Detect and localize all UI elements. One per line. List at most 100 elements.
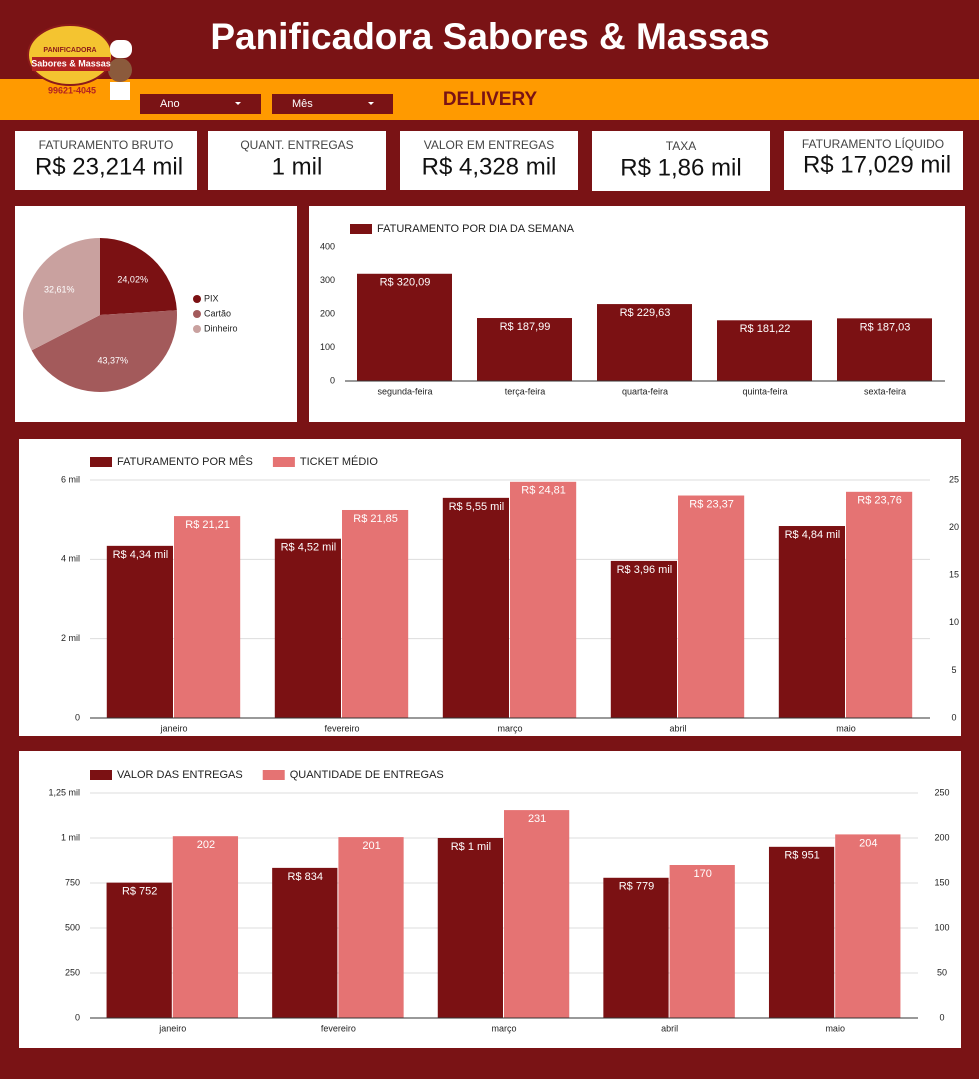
kpi-value: R$ 23,214 mil — [35, 153, 183, 180]
kpi-value: R$ 1,86 mil — [620, 154, 741, 181]
kpi-card — [784, 131, 963, 190]
bar — [846, 491, 913, 718]
pie-label: 32,61% — [44, 285, 75, 295]
pie-slice — [100, 238, 177, 315]
bar — [357, 273, 452, 381]
bar — [835, 834, 901, 1018]
legend-swatch — [262, 770, 285, 780]
y-tick-label: 300 — [320, 275, 335, 285]
bar — [274, 538, 341, 718]
y-tick-label: 250 — [65, 967, 80, 977]
value-label: R$ 187,03 — [860, 321, 911, 333]
bar — [272, 867, 338, 1018]
bar — [172, 836, 239, 1018]
value-label: 202 — [197, 839, 215, 851]
legend-swatch — [272, 457, 295, 467]
dropdown-arrow — [368, 102, 374, 105]
value-label: 201 — [362, 840, 380, 852]
filter-label[interactable]: Ano — [160, 98, 180, 110]
y2-tick-label: 250 — [934, 787, 949, 797]
y-tick-label: 750 — [65, 877, 80, 887]
bar — [437, 838, 503, 1018]
y2-tick-label: 25 — [949, 474, 959, 484]
y2-tick-label: 0 — [939, 1012, 944, 1022]
logo-chef — [108, 58, 132, 82]
bar — [504, 810, 570, 1018]
value-label: R$ 752 — [122, 886, 157, 898]
pie-label: 43,37% — [97, 355, 128, 365]
title: Panificadora Sabores & Massas — [210, 16, 769, 57]
kpi-value: R$ 17,029 mil — [803, 151, 951, 178]
y2-tick-label: 150 — [934, 877, 949, 887]
bar — [669, 865, 735, 1018]
x-tick-label: fevereiro — [321, 1023, 356, 1033]
y-tick-label: 0 — [330, 375, 335, 385]
value-label: 170 — [694, 868, 712, 880]
legend-label: QUANTIDADE DE ENTREGAS — [290, 769, 444, 781]
value-label: R$ 1 mil — [451, 841, 491, 853]
value-label: R$ 24,81 — [521, 485, 566, 497]
y-tick-label: 400 — [320, 241, 335, 251]
y-tick-label: 2 mil — [61, 633, 80, 643]
value-label: R$ 834 — [288, 871, 323, 883]
legend-label: FATURAMENTO POR DIA DA SEMANA — [377, 223, 575, 235]
x-tick-label: janeiro — [159, 723, 187, 733]
value-label: R$ 4,34 mil — [113, 549, 169, 561]
value-label: R$ 951 — [784, 850, 819, 862]
value-label: R$ 4,52 mil — [281, 542, 337, 554]
bar — [510, 481, 577, 718]
y2-tick-label: 20 — [949, 522, 959, 532]
y2-tick-label: 10 — [949, 617, 959, 627]
value-label: 231 — [528, 813, 546, 825]
kpi-value: 1 mil — [272, 153, 323, 180]
filter[interactable] — [272, 94, 393, 114]
kpi-label: VALOR EM ENTREGAS — [424, 138, 554, 152]
value-label: R$ 21,85 — [353, 513, 398, 525]
value-label: R$ 23,37 — [689, 498, 734, 510]
x-tick-label: janeiro — [158, 1023, 186, 1033]
legend-swatch — [193, 310, 201, 318]
kpi-card — [208, 131, 386, 190]
value-label: R$ 4,84 mil — [785, 529, 841, 541]
x-tick-label: maio — [836, 723, 856, 733]
y2-tick-label: 5 — [951, 665, 956, 675]
value-label: 204 — [859, 837, 877, 849]
kpi-label: QUANT. ENTREGAS — [240, 138, 353, 152]
bar — [603, 877, 669, 1018]
bar — [678, 495, 745, 718]
bar — [778, 526, 845, 718]
y2-tick-label: 200 — [934, 832, 949, 842]
y-tick-label: 500 — [65, 922, 80, 932]
bar — [174, 516, 241, 718]
legend-label: FATURAMENTO POR MÊS — [117, 455, 253, 468]
filter-label[interactable]: Mês — [292, 98, 313, 110]
x-tick-label: segunda-feira — [377, 386, 432, 396]
bar — [477, 318, 572, 381]
kpi-card — [592, 131, 770, 191]
logo-body — [110, 82, 130, 100]
logo-top: PANIFICADORA — [43, 47, 96, 54]
y-tick-label: 200 — [320, 308, 335, 318]
x-tick-label: março — [491, 1023, 516, 1033]
kpi-label: FATURAMENTO BRUTO — [39, 138, 174, 152]
legend-swatch — [350, 224, 372, 234]
bar — [442, 497, 509, 718]
y-tick-label: 100 — [320, 342, 335, 352]
y2-tick-label: 0 — [951, 712, 956, 722]
bar — [610, 560, 677, 718]
legend-label: TICKET MÉDIO — [300, 455, 378, 468]
x-tick-label: março — [497, 723, 522, 733]
logo: PANIFICADORA Sabores & Massas 99621-4045 — [27, 24, 132, 100]
x-tick-label: abril — [661, 1023, 678, 1033]
filter[interactable] — [140, 94, 261, 114]
value-label: R$ 5,55 mil — [449, 501, 505, 513]
value-label: R$ 187,99 — [500, 321, 551, 333]
value-label: R$ 3,96 mil — [617, 564, 673, 576]
y-tick-label: 6 mil — [61, 474, 80, 484]
x-tick-label: fevereiro — [324, 723, 359, 733]
kpi-value: R$ 4,328 mil — [422, 153, 557, 180]
bar — [106, 545, 173, 718]
value-label: R$ 779 — [619, 881, 654, 893]
legend-label: PIX — [204, 293, 219, 303]
